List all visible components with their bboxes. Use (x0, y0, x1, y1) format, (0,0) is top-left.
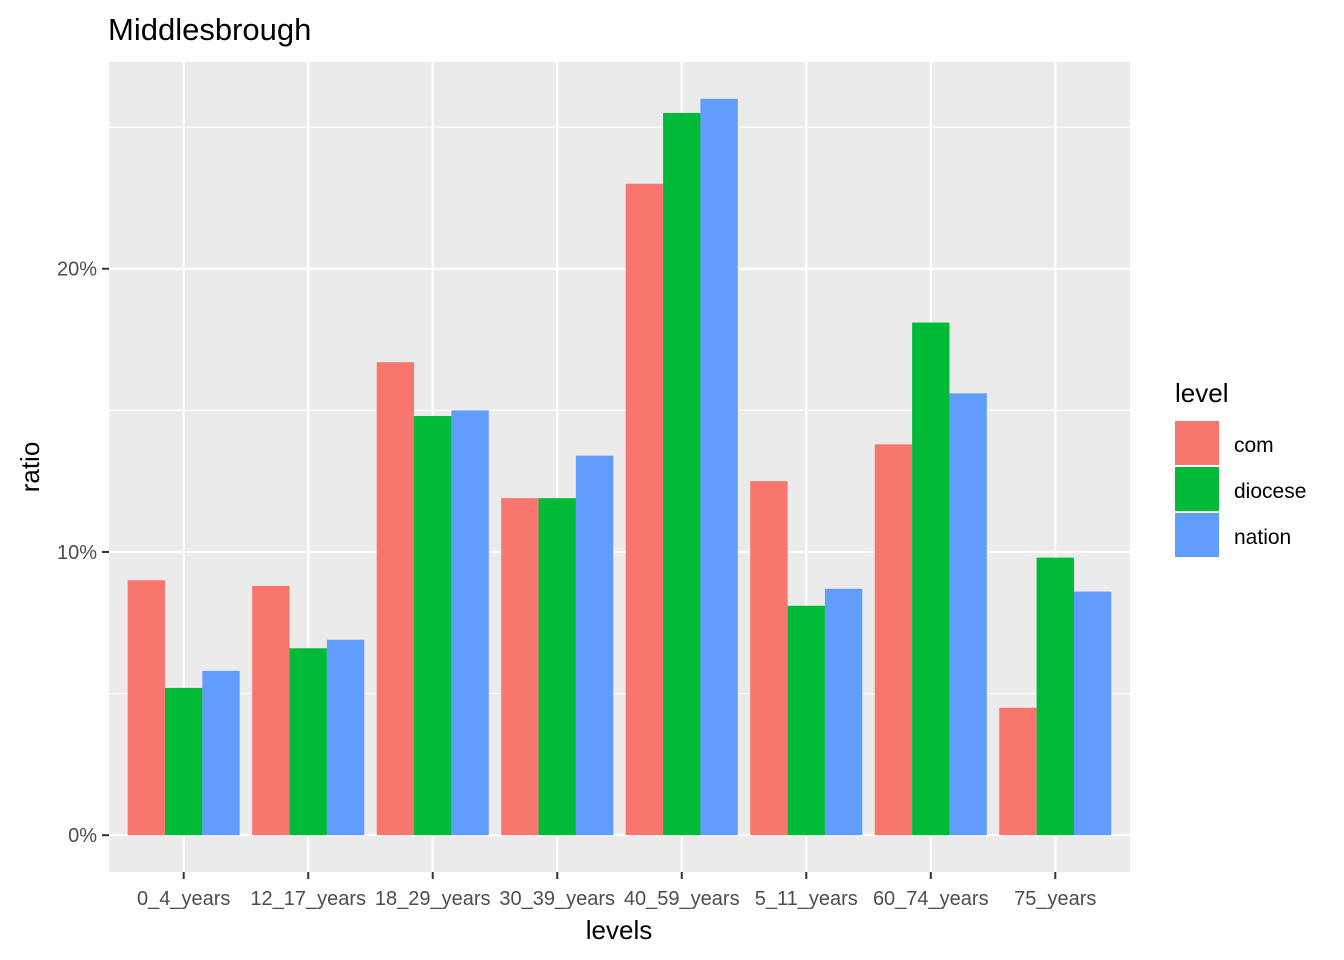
legend: level com diocese nation (1175, 378, 1306, 557)
legend-label-nation: nation (1234, 526, 1291, 549)
bar-com-75_years (999, 707, 1037, 836)
bar-diocese-5_11_years (787, 605, 825, 836)
bar-diocese-12_17_years (289, 648, 327, 836)
bar-nation-18_29_years (451, 410, 489, 836)
y-tick-label: 0% (68, 825, 97, 847)
legend-label-com: com (1234, 434, 1274, 457)
bar-com-60_74_years (874, 444, 913, 836)
y-tick-label: 20% (57, 259, 97, 281)
bar-com-5_11_years (750, 481, 788, 836)
bar-com-12_17_years (252, 585, 290, 836)
chart-title: Middlesbrough (108, 12, 311, 47)
bar-nation-75_years (1073, 591, 1112, 836)
x-tick-label: 0_4_years (137, 888, 230, 910)
x-tick-label: 75_years (1014, 888, 1096, 910)
bar-diocese-18_29_years (414, 416, 452, 836)
bar-diocese-30_39_years (538, 498, 576, 836)
bar-nation-60_74_years (949, 393, 987, 836)
bar-nation-40_59_years (700, 98, 738, 836)
y-axis: 0% 10% 20% (57, 259, 109, 847)
bar-com-40_59_years (625, 183, 664, 836)
bar-diocese-75_years (1036, 557, 1074, 836)
x-tick-label: 30_39_years (499, 888, 615, 910)
x-tick-label: 5_11_years (755, 888, 858, 910)
bar-diocese-0_4_years (165, 687, 203, 836)
bar-diocese-40_59_years (663, 112, 701, 836)
bar-diocese-60_74_years (912, 322, 950, 836)
legend-title: level (1175, 378, 1228, 408)
legend-label-diocese: diocese (1234, 480, 1306, 503)
y-tick-label: 10% (57, 542, 97, 564)
bar-nation-0_4_years (202, 670, 240, 836)
bar-nation-5_11_years (824, 588, 863, 836)
x-tick-label: 12_17_years (250, 888, 366, 910)
x-tick-label: 18_29_years (375, 888, 491, 910)
bar-com-0_4_years (127, 580, 166, 836)
legend-key-com (1175, 421, 1219, 465)
x-tick-label: 60_74_years (873, 888, 989, 910)
bar-nation-12_17_years (326, 639, 365, 836)
bar-nation-30_39_years (575, 455, 614, 836)
bar-com-18_29_years (376, 362, 415, 836)
x-axis: 0_4_years 12_17_years 18_29_years 30_39_yea… (137, 872, 1096, 910)
x-axis-title: levels (586, 915, 652, 945)
y-axis-title: ratio (15, 442, 45, 493)
legend-key-nation (1175, 513, 1219, 557)
x-tick-label: 40_59_years (624, 888, 740, 910)
bars (127, 98, 1112, 836)
bar-com-30_39_years (501, 498, 539, 836)
legend-key-diocese (1175, 467, 1219, 511)
